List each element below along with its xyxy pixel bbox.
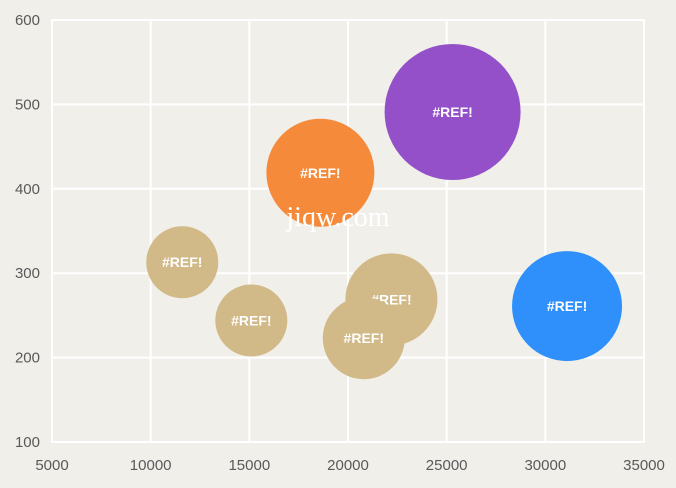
bubble-data-label: #REF! [344, 330, 384, 346]
x-tick-label: 35000 [623, 457, 665, 474]
bubble-circle [322, 297, 405, 380]
x-tick-label: 25000 [426, 457, 468, 474]
watermark: jiqw.com [285, 202, 389, 233]
bubble: #REF! [215, 284, 288, 357]
bubble-data-label: #REF! [432, 104, 472, 120]
bubble-circle [146, 226, 219, 299]
x-tick-label: 10000 [130, 457, 172, 474]
bubble-data-label: #REF! [231, 312, 271, 328]
bubbles: #REF!#REF!#REF!#REF!#REF!#REF!#REF! [146, 43, 623, 380]
bubble-data-label: #REF! [162, 254, 202, 270]
bubble: #REF! [322, 297, 405, 380]
y-tick-label: 500 [15, 96, 40, 113]
bubble-data-label: #REF! [300, 165, 340, 181]
y-tick-label: 600 [15, 12, 40, 29]
bubble: #REF! [512, 251, 623, 362]
x-tick-label: 30000 [524, 457, 566, 474]
y-tick-label: 200 [15, 350, 40, 367]
x-tick-label: 5000 [35, 457, 68, 474]
y-tick-label: 300 [15, 265, 40, 282]
y-axis-ticks: 100 200 300 400 500 600 [15, 12, 40, 451]
y-tick-label: 400 [15, 181, 40, 198]
x-tick-label: 15000 [228, 457, 270, 474]
bubble-circle [266, 118, 375, 227]
x-axis-ticks: 5000 10000 15000 20000 25000 30000 35000 [35, 457, 665, 474]
bubble: #REF! [384, 43, 521, 180]
x-tick-label: 20000 [327, 457, 369, 474]
bubble: #REF! [266, 118, 375, 227]
bubble-circle [512, 251, 623, 362]
bubble: #REF! [146, 226, 219, 299]
bubble-data-label: #REF! [547, 298, 587, 314]
bubble-circle [384, 43, 521, 180]
y-tick-label: 100 [15, 434, 40, 451]
bubble-circle [215, 284, 288, 357]
